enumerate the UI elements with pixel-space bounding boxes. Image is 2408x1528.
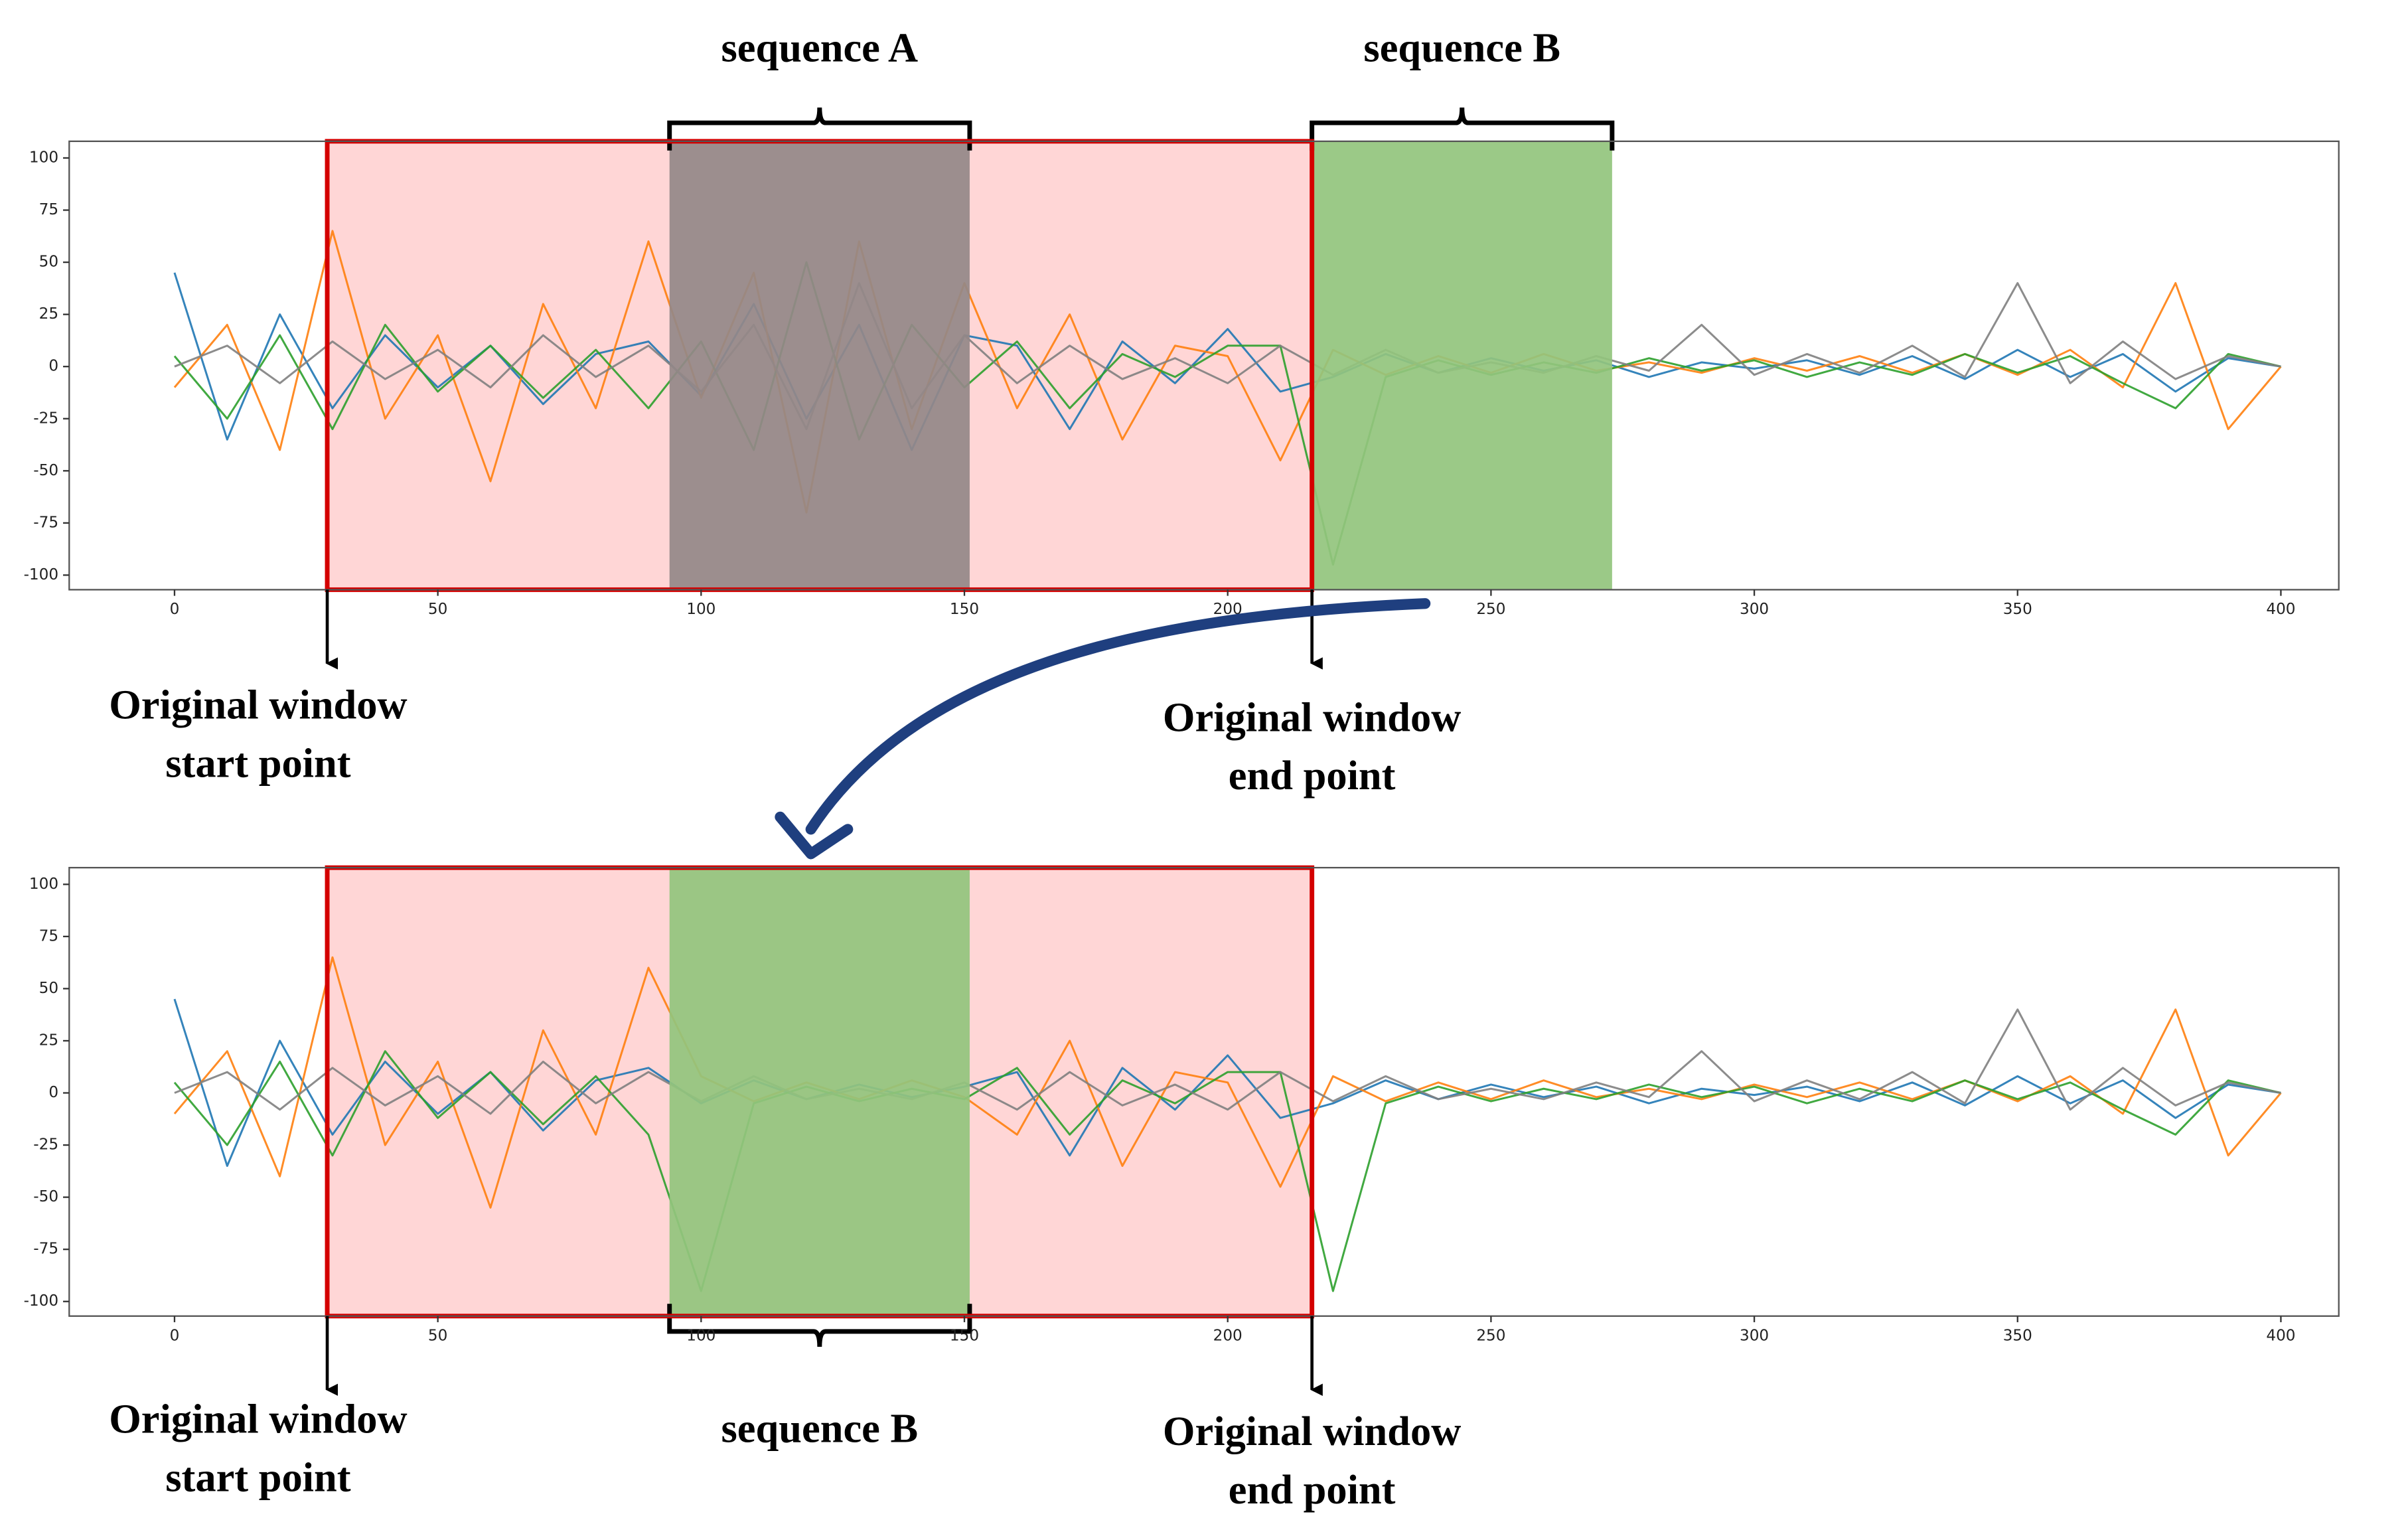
region-label: sequence B <box>721 1405 919 1451</box>
x-tick-label: 150 <box>950 601 979 618</box>
region <box>1312 141 1612 590</box>
series-line <box>173 998 2281 1167</box>
series-line <box>173 956 2282 1209</box>
x-tick-label: 300 <box>1740 601 1769 618</box>
annotation-line: end point <box>1229 1466 1396 1513</box>
annotation: Original window end point <box>1163 1408 1461 1513</box>
x-tick-label: 250 <box>1476 1327 1505 1344</box>
series-line <box>173 1050 2281 1292</box>
y-tick-label: 25 <box>39 1031 58 1049</box>
annotation-line: Original window <box>109 1396 407 1442</box>
x-tick-label: 350 <box>2003 601 2032 618</box>
annotation-line: start point <box>165 1454 351 1500</box>
y-tick-label: -25 <box>33 1136 58 1154</box>
y-tick-label: 0 <box>48 1084 58 1101</box>
swap-arrow <box>805 598 1431 835</box>
brace <box>667 107 972 151</box>
x-tick-label: 0 <box>170 601 180 618</box>
brace <box>667 1304 972 1347</box>
plot-frame <box>68 140 2340 591</box>
y-tick-label: 50 <box>39 254 58 271</box>
x-tick-label: 100 <box>686 1327 715 1344</box>
x-tick-label: 0 <box>170 1327 180 1344</box>
region-label: sequence A <box>721 25 919 71</box>
series-line <box>174 1008 2281 1115</box>
y-tick-label: -50 <box>33 1188 58 1205</box>
annotation: Original window start point <box>109 682 407 787</box>
x-tick-label: 350 <box>2003 1327 2032 1344</box>
x-tick-label: 100 <box>686 601 715 618</box>
annotation-line: Original window <box>109 682 407 728</box>
y-tick-label: -75 <box>33 514 58 531</box>
y-tick-label: 0 <box>48 358 58 375</box>
y-tick-label: 25 <box>39 305 58 323</box>
series-line <box>173 230 2282 514</box>
region <box>669 868 970 1316</box>
series-line <box>173 272 2281 451</box>
x-tick-label: 300 <box>1740 1327 1769 1344</box>
annotation-line: end point <box>1229 752 1396 799</box>
y-tick-label: 50 <box>39 980 58 997</box>
annotation: Original window end point <box>1163 694 1461 799</box>
y-tick-label: 75 <box>39 927 58 945</box>
x-tick-label: 400 <box>2266 1327 2295 1344</box>
annotation-line: Original window <box>1163 1408 1461 1454</box>
annotation-line: Original window <box>1163 694 1461 740</box>
x-tick-label: 50 <box>428 1327 447 1344</box>
y-tick-label: -75 <box>33 1241 58 1258</box>
y-tick-label: -25 <box>33 410 58 427</box>
x-tick-label: 200 <box>1213 1327 1242 1344</box>
y-tick-label: -50 <box>33 462 58 479</box>
y-tick-label: 100 <box>29 876 58 893</box>
x-tick-label: 400 <box>2266 601 2295 618</box>
y-tick-label: -100 <box>24 566 58 583</box>
series-line <box>174 282 2281 430</box>
annotation: Original window start point <box>109 1396 407 1501</box>
region-label: sequence B <box>1363 25 1560 71</box>
y-tick-label: 100 <box>29 149 58 166</box>
brace <box>1310 107 1615 151</box>
x-tick-label: 50 <box>428 601 447 618</box>
x-tick-label: 150 <box>950 1327 979 1344</box>
swap-arrow-head <box>775 811 854 860</box>
annotation-line: start point <box>165 740 351 787</box>
plot-frame <box>68 867 2340 1317</box>
series-line <box>173 261 2281 566</box>
y-tick-label: 75 <box>39 201 58 218</box>
y-tick-label: -100 <box>24 1292 58 1310</box>
x-tick-label: 250 <box>1476 601 1505 618</box>
region <box>669 141 970 590</box>
